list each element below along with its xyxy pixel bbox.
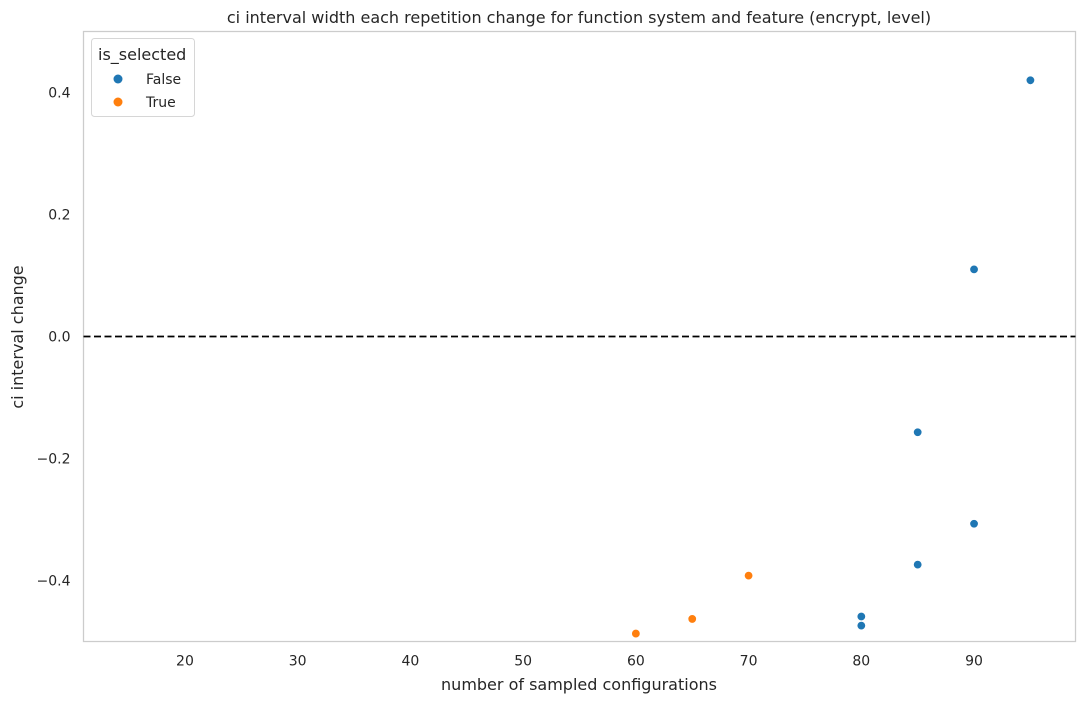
y-tick-label: 0.0 — [48, 330, 70, 346]
x-tick-label: 30 — [289, 654, 307, 670]
data-point-true — [743, 570, 754, 581]
x-tick-label: 60 — [627, 654, 645, 670]
data-point-false — [912, 427, 923, 437]
x-tick-label: 20 — [176, 654, 194, 670]
x-tick-label: 40 — [401, 654, 419, 670]
y-tick-label: −0.4 — [37, 574, 71, 590]
y-tick-label: −0.2 — [37, 452, 71, 468]
legend-title: is_selected — [98, 45, 186, 65]
data-point-true — [687, 614, 697, 624]
legend-box — [91, 38, 195, 117]
data-point-false — [856, 620, 867, 631]
legend: is_selected False True — [91, 38, 195, 117]
x-tick-label: 50 — [514, 654, 532, 670]
legend-label-true: True — [145, 95, 176, 111]
legend-marker-false — [113, 74, 123, 84]
data-point-false — [856, 611, 867, 622]
legend-marker-true — [113, 97, 123, 107]
chart-title: ci interval width each repetition change… — [227, 8, 931, 27]
x-tick-label: 90 — [965, 654, 983, 670]
data-point-true — [631, 628, 641, 639]
x-axis-label: number of sampled configurations — [441, 675, 717, 694]
data-point-false — [912, 559, 923, 570]
y-tick-label: 0.2 — [48, 208, 70, 224]
legend-label-false: False — [146, 72, 181, 88]
data-point-false — [1025, 75, 1036, 86]
data-point-false — [969, 519, 979, 529]
x-tick-label: 70 — [740, 654, 758, 670]
y-axis-label: ci interval change — [8, 265, 27, 408]
x-axis-ticks: 20 30 40 50 60 70 80 90 — [176, 654, 983, 670]
x-tick-label: 80 — [852, 654, 870, 670]
data-points — [631, 75, 1036, 639]
y-tick-label: 0.4 — [48, 86, 70, 102]
data-point-false — [969, 264, 979, 275]
y-axis-ticks: 0.4 0.2 0.0 −0.2 −0.4 — [37, 86, 71, 590]
